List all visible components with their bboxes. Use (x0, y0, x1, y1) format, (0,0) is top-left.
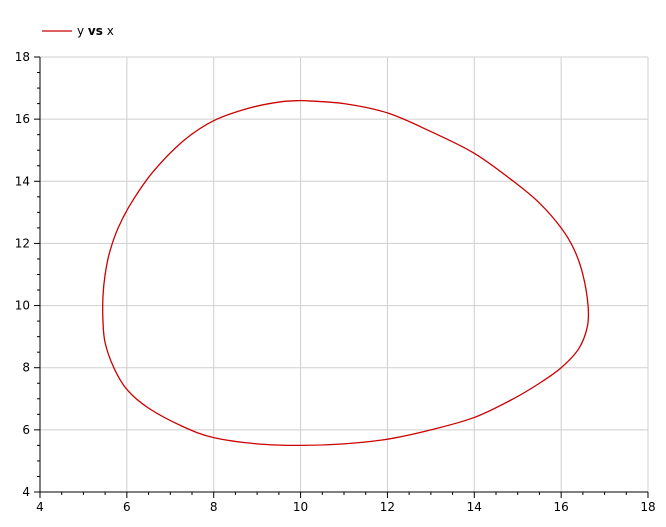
y-tick-label-6: 16 (15, 112, 30, 126)
x-tick-label-7: 18 (640, 500, 655, 514)
legend-label: y vs x (77, 24, 114, 38)
grid-lines (39, 56, 649, 493)
legend-label-suffix: x (103, 24, 114, 38)
x-tick-label-5: 14 (467, 500, 482, 514)
axis-tick-labels: 4 6 8 10 12 14 16 18 4 6 8 10 12 14 16 18 (15, 50, 656, 514)
legend-label-prefix: y (77, 24, 88, 38)
y-tick-label-5: 14 (15, 174, 30, 188)
x-tick-label-4: 12 (380, 500, 395, 514)
axis-ticks (34, 56, 649, 498)
x-tick-label-0: 4 (36, 500, 44, 514)
y-tick-label-3: 10 (15, 299, 30, 313)
series-layer (102, 99, 590, 447)
axes (39, 57, 648, 493)
y-tick-label-2: 8 (22, 361, 30, 375)
x-tick-label-3: 10 (293, 500, 308, 514)
y-tick-label-4: 12 (15, 236, 30, 250)
legend: y vs x (42, 24, 114, 38)
x-tick-label-2: 8 (210, 500, 218, 514)
y-tick-label-0: 4 (22, 485, 30, 499)
x-tick-label-1: 6 (123, 500, 131, 514)
legend-label-emphasis: vs (88, 24, 103, 38)
y-tick-label-1: 6 (22, 423, 30, 437)
y-tick-label-7: 18 (15, 50, 30, 64)
x-tick-label-6: 16 (554, 500, 569, 514)
series-line-0 (102, 99, 590, 447)
